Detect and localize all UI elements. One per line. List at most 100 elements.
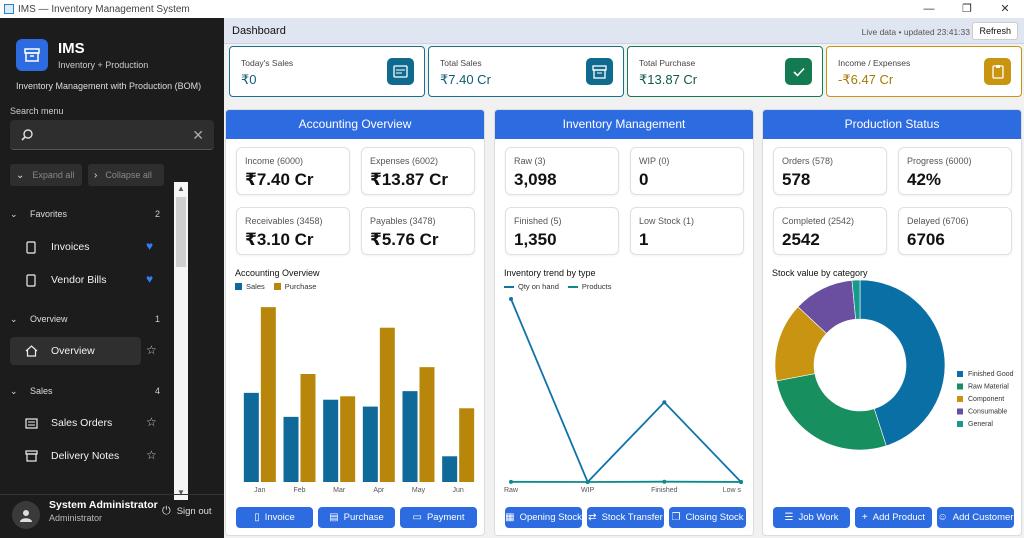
- slice-finished-good: [859, 280, 946, 447]
- sidebar-item-delivery-notes[interactable]: Delivery Notes: [10, 442, 141, 470]
- collapse-all-button[interactable]: › Collapse all: [88, 164, 164, 186]
- closing-stock-button[interactable]: ❐ Closing Stock: [669, 507, 746, 528]
- legend-swatch: [957, 408, 963, 415]
- sidebar-item-label: Overview: [51, 345, 95, 357]
- legend-label: Raw Material: [968, 384, 1009, 391]
- maximize-icon[interactable]: ❐: [962, 3, 972, 15]
- sign-out-button[interactable]: ⏻ Sign out: [162, 505, 212, 518]
- x-tick-label: Feb: [293, 487, 305, 494]
- scroll-up-icon[interactable]: ▲: [177, 184, 185, 193]
- opening-stock-button[interactable]: ▦ Opening Stock: [505, 507, 582, 528]
- stat-label: Payables (3478): [370, 216, 436, 226]
- bar-purchase-apr: [379, 327, 395, 482]
- nav-section-favorites[interactable]: ⌄ Favorites 2: [10, 209, 160, 220]
- stat-wip: WIP (0) 0: [630, 147, 744, 195]
- chart-legend: Sales Purchase: [235, 282, 325, 291]
- document-icon: [24, 273, 38, 287]
- kpi-value: ₹13.87 Cr: [639, 72, 698, 87]
- refresh-button[interactable]: Refresh: [972, 22, 1018, 40]
- check-icon: [785, 58, 812, 85]
- favorite-heart-icon[interactable]: ♥: [146, 239, 154, 253]
- kpi-total-sales: Total Sales ₹7.40 Cr: [428, 46, 624, 97]
- plus-icon: +: [861, 512, 868, 523]
- brand-subtitle: Inventory + Production: [58, 60, 149, 70]
- invoice-button[interactable]: ▯ Invoice: [236, 507, 313, 528]
- receipt-icon: [387, 58, 414, 85]
- panel-title: Inventory Management: [495, 110, 753, 139]
- brand-name: IMS: [58, 40, 85, 57]
- panel-title: Production Status: [763, 110, 1021, 139]
- main-content: Dashboard Live data • updated 23:41:33 R…: [224, 18, 1024, 538]
- clipboard-icon: [984, 58, 1011, 85]
- nav-section-overview[interactable]: ⌄ Overview 1: [10, 314, 160, 325]
- user-icon: [20, 510, 32, 522]
- slice-general: [851, 280, 861, 320]
- search-input[interactable]: [42, 126, 192, 144]
- legend-swatch: [957, 396, 963, 402]
- legend-label: Consumable: [968, 409, 1007, 416]
- add-customer-button[interactable]: ☺ Add Customer: [937, 507, 1014, 528]
- payment-button[interactable]: ▭ Payment: [400, 507, 477, 528]
- chevron-down-icon: ⌄: [10, 386, 18, 396]
- sidebar-item-label: Invoices: [51, 241, 90, 253]
- favorite-star-icon[interactable]: ☆: [146, 448, 157, 462]
- button-label: Add Product: [872, 512, 926, 523]
- bar-purchase-jan: [260, 307, 276, 482]
- scroll-down-icon[interactable]: ▼: [177, 488, 185, 497]
- nav-section-sales[interactable]: ⌄ Sales 4: [10, 386, 160, 397]
- kpi-value: ₹0: [241, 72, 257, 87]
- stat-value: ₹7.40 Cr: [245, 170, 314, 189]
- minimize-icon[interactable]: —: [923, 3, 935, 15]
- window-title: IMS — Inventory Management System: [18, 3, 190, 15]
- purchase-button[interactable]: ▤ Purchase: [318, 507, 395, 528]
- stat-value: ₹3.10 Cr: [245, 230, 314, 249]
- home-icon: [24, 344, 38, 358]
- favorite-star-icon[interactable]: ☆: [146, 343, 157, 357]
- user-icon: ☺: [937, 512, 948, 523]
- stat-label: Orders (578): [782, 156, 834, 166]
- window-titlebar: IMS — Inventory Management System — ❐ ✕: [0, 0, 1024, 18]
- button-label: Stock Transfer: [601, 512, 663, 523]
- sidebar-item-overview[interactable]: Overview: [10, 337, 141, 365]
- expand-all-button[interactable]: ⌄ Expand all: [10, 164, 82, 186]
- close-icon[interactable]: ✕: [1000, 3, 1010, 15]
- legend-swatch: [567, 285, 578, 288]
- x-tick-label: Jun: [453, 487, 464, 494]
- chevron-right-icon: ›: [94, 169, 98, 181]
- window-controls: — ❐ ✕: [910, 0, 1024, 18]
- bar-sales-may: [402, 391, 418, 482]
- archive-icon: ▤: [329, 512, 339, 523]
- sidebar-scrollbar[interactable]: ▲ ▼: [174, 182, 188, 500]
- clear-search-icon[interactable]: ✕: [192, 127, 204, 143]
- transfer-icon: ⇄: [588, 512, 597, 523]
- favorite-heart-icon[interactable]: ♥: [146, 272, 154, 286]
- x-tick-label: Finished: [651, 487, 678, 494]
- legend-label: Qty on hand: [518, 282, 559, 291]
- sign-out-label: Sign out: [176, 506, 212, 517]
- data-point: [585, 480, 590, 484]
- sidebar-item-sales-orders[interactable]: Sales Orders: [10, 409, 141, 437]
- header: Dashboard Live data • updated 23:41:33 R…: [224, 18, 1024, 44]
- app-icon: [4, 4, 14, 14]
- favorite-star-icon[interactable]: ☆: [146, 415, 157, 429]
- box-icon: [24, 449, 38, 463]
- kpi-value: ₹7.40 Cr: [440, 72, 491, 87]
- sidebar-item-vendor-bills[interactable]: Vendor Bills: [10, 266, 141, 294]
- kpi-value: -₹6.47 Cr: [838, 72, 894, 87]
- data-point: [739, 479, 743, 484]
- job-work-button[interactable]: ☰ Job Work: [773, 507, 850, 528]
- logo: [16, 39, 48, 71]
- button-label: Add Customer: [952, 512, 1014, 523]
- sidebar-item-label: Sales Orders: [51, 417, 113, 429]
- sidebar-item-invoices[interactable]: Invoices: [10, 233, 141, 261]
- brand-description: Inventory Management with Production (BO…: [16, 81, 202, 91]
- add-product-button[interactable]: + Add Product: [855, 507, 932, 528]
- receipt-icon: ▭: [412, 512, 422, 523]
- line-chart: Raw WIP Finished Low s: [504, 297, 743, 494]
- stock-transfer-button[interactable]: ⇄ Stock Transfer: [587, 507, 664, 528]
- stat-value: ₹13.87 Cr: [370, 170, 448, 189]
- stat-value: 3,098: [514, 170, 557, 189]
- scrollbar-thumb[interactable]: [176, 197, 186, 267]
- collapse-all-label: Collapse all: [105, 170, 152, 180]
- stat-value: 42%: [907, 170, 942, 189]
